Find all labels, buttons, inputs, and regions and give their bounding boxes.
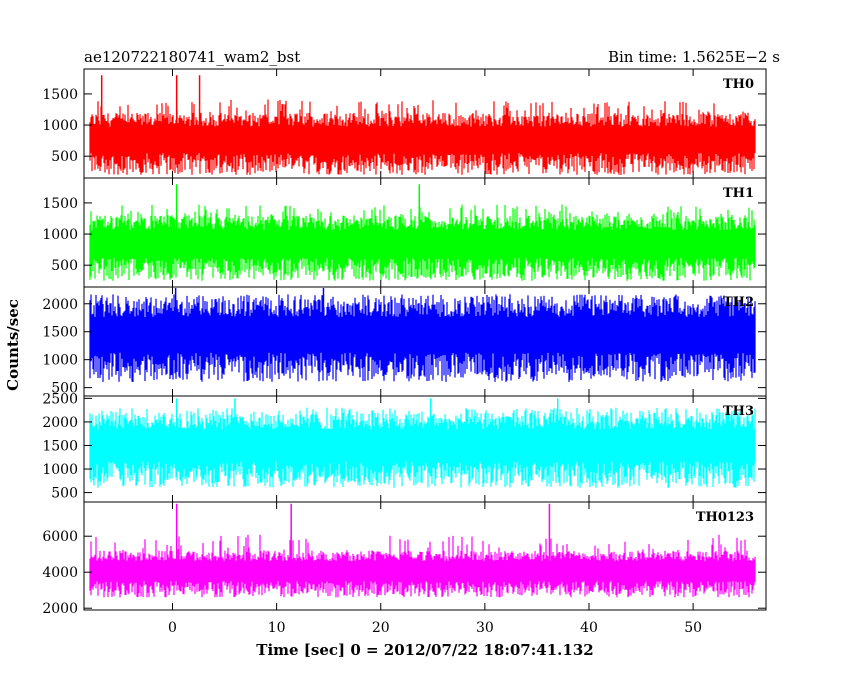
y-tick-label-th3: 2500 <box>42 391 78 407</box>
y-tick-label-th3: 2000 <box>42 415 78 431</box>
y-tick-label-th0123: 6000 <box>42 529 78 545</box>
y-tick-label-th2: 1500 <box>42 325 78 341</box>
x-axis-label: Time [sec] 0 = 2012/07/22 18:07:41.132 <box>256 641 593 659</box>
panel-th0: 500 1000 1500 TH0 <box>42 68 767 179</box>
x-tick-label: 40 <box>580 620 598 636</box>
series-th3 <box>89 407 756 488</box>
panel-th1: 500 1000 1500 TH1 <box>42 177 767 288</box>
panel-th2: 500 1000 1500 2000 TH2 <box>42 286 767 397</box>
y-tick-label-th1: 500 <box>51 258 78 274</box>
x-tick-label: 50 <box>684 620 702 636</box>
panel-label-th2: TH2 <box>723 295 754 310</box>
y-tick-label-th1: 1500 <box>42 196 78 212</box>
series-th0 <box>89 99 756 175</box>
panel-th3: 500 1000 1500 2000 2500 TH3 <box>42 391 767 503</box>
x-tick-label: 30 <box>476 620 494 636</box>
chart-title-left: ae120722180741_wam2_bst <box>84 48 300 66</box>
y-tick-label-th2: 500 <box>51 381 78 397</box>
series-th2 <box>89 294 756 382</box>
y-tick-label-th0123: 4000 <box>42 565 78 581</box>
y-axis-label: Counts/sec <box>4 299 22 391</box>
chart-title-right: Bin time: 1.5625E−2 s <box>608 48 780 66</box>
series-th1 <box>89 204 756 281</box>
y-tick-label-th0: 1500 <box>42 87 78 103</box>
panel-label-th0: TH0 <box>723 77 754 92</box>
panel-label-th1: TH1 <box>723 186 754 201</box>
y-tick-label-th0123: 2000 <box>42 601 78 617</box>
y-tick-label-th2: 1000 <box>42 353 78 369</box>
series-th0123 <box>89 534 756 598</box>
y-tick-label-th0: 1000 <box>42 118 78 134</box>
x-tick-label: 0 <box>168 620 177 636</box>
y-tick-label-th0: 500 <box>51 149 78 165</box>
panel-frame-th0123 <box>83 501 767 611</box>
panel-label-th3: TH3 <box>723 404 754 419</box>
y-tick-label-th3: 1000 <box>42 462 78 478</box>
y-tick-label-th3: 500 <box>51 486 78 502</box>
x-tick-label: 20 <box>372 620 390 636</box>
panel-th0123: 2000 4000 6000 TH0123 <box>42 501 767 617</box>
panel-label-th0123: TH0123 <box>696 510 754 525</box>
y-tick-label-th3: 1500 <box>42 438 78 454</box>
x-tick-label: 10 <box>268 620 286 636</box>
panels-group: 50010001500TH050010001500TH1500100015002… <box>42 68 767 636</box>
y-tick-label-th1: 1000 <box>42 227 78 243</box>
y-tick-label-th2: 2000 <box>42 297 78 313</box>
